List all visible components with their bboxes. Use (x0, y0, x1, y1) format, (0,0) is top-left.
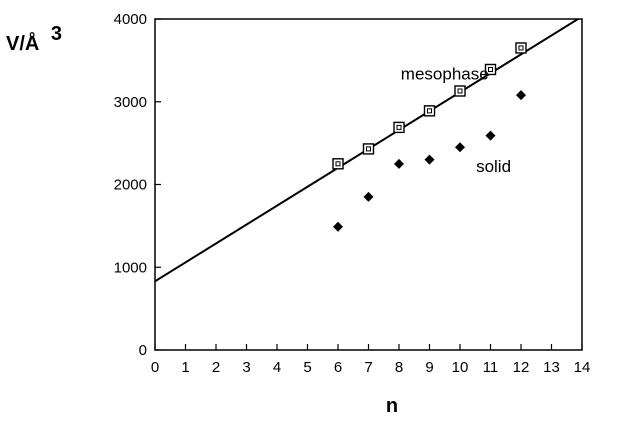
x-tick-label: 1 (181, 359, 189, 376)
x-tick-label: 7 (364, 359, 372, 376)
open-square-point (454, 85, 466, 97)
annotations: mesophase solid (401, 64, 511, 176)
filled-diamond-point (455, 142, 465, 153)
plot-frame-group (154, 18, 583, 351)
x-tick-label: 13 (543, 359, 560, 376)
y-tick-label: 4000 (114, 11, 147, 28)
open-square-point-inner (488, 66, 493, 72)
open-square-point (515, 42, 527, 54)
open-square-point-inner (366, 146, 371, 152)
annotation-label: solid (476, 157, 511, 176)
y-axis-label-exponent: 3 (51, 23, 62, 45)
x-tick-label: 12 (513, 359, 530, 376)
y-axis-label-main: V/Å (6, 31, 39, 55)
filled-diamond-point (394, 158, 404, 169)
open-square-point (332, 158, 344, 170)
filled-diamond-point (424, 154, 435, 165)
y-axis-label: V/Å 3 (6, 23, 62, 55)
x-tick-label: 5 (303, 359, 311, 376)
open-square-point-inner (396, 124, 402, 130)
y-tick-label: 0 (139, 342, 147, 359)
x-tick-label: 3 (242, 359, 250, 376)
x-axis-label: n (386, 395, 398, 417)
open-square-point (362, 143, 375, 155)
filled-diamond-point (485, 130, 496, 141)
x-tick-label: 10 (452, 359, 469, 376)
data-points (332, 42, 527, 232)
y-tick-label: 3000 (114, 94, 147, 111)
annotation-label: mesophase (401, 64, 489, 83)
x-tick-label: 4 (273, 359, 281, 376)
y-tick-label: 2000 (114, 177, 147, 194)
x-tick-label: 9 (425, 359, 433, 376)
open-square-point-inner (427, 108, 432, 114)
filled-diamond-point (333, 221, 343, 232)
x-tick-label: 14 (574, 359, 591, 376)
filled-diamond-point (363, 191, 374, 202)
open-square-point-inner (518, 45, 524, 51)
filled-diamond-point (516, 90, 526, 101)
open-square-point-inner (457, 88, 463, 94)
open-square-point-inner (335, 161, 341, 167)
open-square-point (393, 121, 405, 134)
x-tick-label: 11 (483, 359, 499, 376)
x-tick-label: 0 (151, 359, 159, 376)
x-axis-ticks: 0 1 2 3 4 5 6 7 8 9 10 11 12 13 14 (151, 344, 591, 376)
open-square-point (484, 63, 497, 76)
y-tick-label: 1000 (114, 259, 147, 276)
plot-frame (154, 18, 583, 351)
x-tick-label: 2 (212, 359, 220, 376)
x-tick-label: 6 (334, 359, 342, 376)
open-square-point (423, 105, 436, 117)
y-axis-ticks: 0 1000 2000 3000 4000 (114, 11, 161, 359)
x-tick-label: 8 (395, 359, 403, 376)
